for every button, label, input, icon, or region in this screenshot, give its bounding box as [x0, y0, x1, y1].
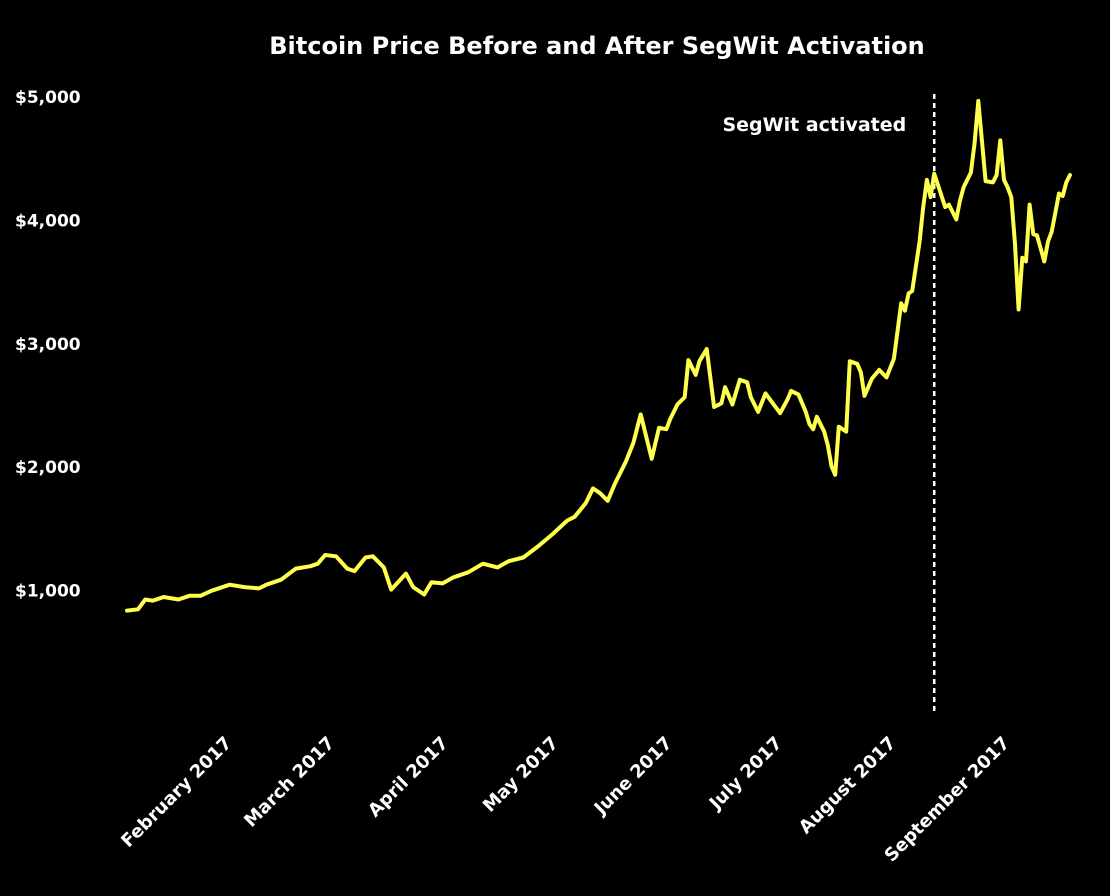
x-tick-label: June 2017	[589, 733, 677, 821]
x-tick-label: August 2017	[795, 733, 900, 838]
annotation-layer: SegWit activated	[722, 94, 936, 711]
y-tick-label: $3,000	[15, 335, 81, 355]
segwit-annotation-label: SegWit activated	[722, 114, 906, 136]
x-tick-label: March 2017	[240, 733, 339, 832]
y-tick-label: $5,000	[15, 88, 81, 108]
series-layer	[125, 98, 1072, 613]
x-tick-label: April 2017	[364, 733, 453, 822]
x-axis: February 2017 March 2017 April 2017 May 201…	[117, 733, 1014, 867]
y-tick-label: $2,000	[15, 458, 81, 478]
price-line	[125, 98, 1072, 613]
y-tick-label: $4,000	[15, 211, 81, 231]
x-tick-label: February 2017	[117, 733, 236, 852]
x-tick-label: May 2017	[479, 733, 563, 817]
x-tick-label: September 2017	[881, 733, 1015, 867]
chart-title: Bitcoin Price Before and After SegWit Ac…	[269, 32, 925, 60]
x-tick-label: July 2017	[704, 733, 787, 816]
y-axis: $1,000 $2,000 $3,000 $4,000 $5,000	[15, 88, 81, 602]
y-tick-label: $1,000	[15, 582, 81, 602]
